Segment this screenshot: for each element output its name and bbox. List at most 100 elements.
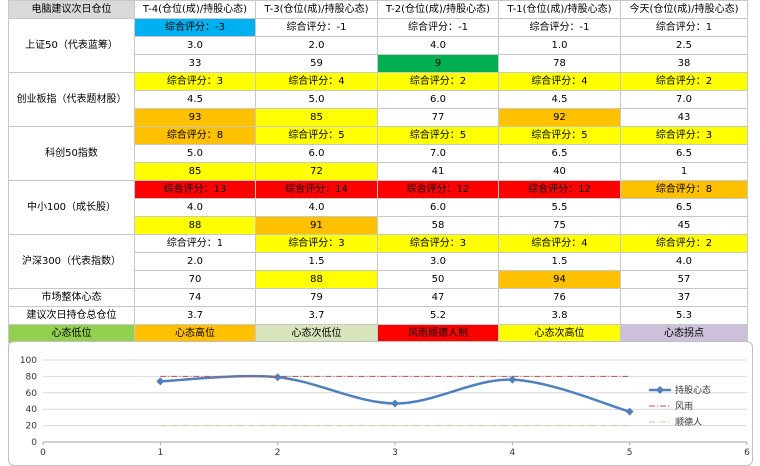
position-cell[interactable]: 6.5	[498, 144, 621, 163]
status-legend-cell[interactable]: 风雨顺德人制	[377, 324, 499, 343]
index-name-cell[interactable]: 科创50指数	[8, 126, 135, 181]
mood-cell[interactable]: 91	[255, 216, 378, 235]
position-cell[interactable]: 5.0	[134, 144, 256, 163]
mood-cell[interactable]: 85	[134, 162, 256, 181]
mood-cell[interactable]: 94	[498, 270, 621, 289]
mood-cell[interactable]: 77	[377, 108, 499, 127]
market-mood-cell[interactable]: 79	[255, 288, 378, 307]
score-cell[interactable]: 综合评分：1	[134, 234, 256, 253]
mood-cell[interactable]: 88	[134, 216, 256, 235]
position-cell[interactable]: 2.5	[620, 36, 748, 55]
score-cell[interactable]: 综合评分：1	[620, 18, 748, 37]
mood-cell[interactable]: 72	[255, 162, 378, 181]
position-cell[interactable]: 4.5	[134, 90, 256, 109]
total-position-cell[interactable]: 3.7	[255, 306, 378, 325]
market-mood-label[interactable]: 市场整体心态	[8, 288, 135, 307]
status-legend-cell[interactable]: 心态拐点	[620, 324, 748, 343]
mood-cell[interactable]: 78	[498, 54, 621, 73]
score-cell[interactable]: 综合评分：13	[134, 180, 256, 199]
status-legend-cell[interactable]: 心态低位	[8, 324, 135, 343]
market-mood-cell[interactable]: 76	[498, 288, 621, 307]
position-cell[interactable]: 7.0	[620, 90, 748, 109]
position-cell[interactable]: 6.5	[620, 198, 748, 217]
position-cell[interactable]: 6.0	[377, 90, 499, 109]
position-cell[interactable]: 1.5	[255, 252, 378, 271]
total-position-label[interactable]: 建议次日持仓总仓位	[8, 306, 135, 325]
position-cell[interactable]: 2.0	[134, 252, 256, 271]
mood-cell[interactable]: 85	[255, 108, 378, 127]
position-cell[interactable]: 3.0	[134, 36, 256, 55]
status-legend-cell[interactable]: 心态次低位	[255, 324, 378, 343]
mood-cell[interactable]: 75	[498, 216, 621, 235]
score-cell[interactable]: 综合评分：5	[377, 126, 499, 145]
score-cell[interactable]: 综合评分：5	[498, 126, 621, 145]
mood-cell[interactable]: 38	[620, 54, 748, 73]
mood-cell[interactable]: 58	[377, 216, 499, 235]
position-cell[interactable]: 4.0	[377, 36, 499, 55]
position-cell[interactable]: 1.5	[498, 252, 621, 271]
score-cell[interactable]: 综合评分：8	[620, 180, 748, 199]
position-cell[interactable]: 5.0	[255, 90, 378, 109]
position-cell[interactable]: 6.0	[377, 198, 499, 217]
mood-cell[interactable]: 92	[498, 108, 621, 127]
position-cell[interactable]: 4.0	[620, 252, 748, 271]
position-cell[interactable]: 4.5	[498, 90, 621, 109]
mood-cell[interactable]: 9	[377, 54, 499, 73]
position-cell[interactable]: 4.0	[255, 198, 378, 217]
market-mood-cell[interactable]: 47	[377, 288, 499, 307]
column-header[interactable]: T-1(仓位(成)/持股心态)	[498, 0, 621, 19]
total-position-cell[interactable]: 5.3	[620, 306, 748, 325]
score-cell[interactable]: 综合评分：2	[620, 72, 748, 91]
status-legend-cell[interactable]: 心态次高位	[498, 324, 621, 343]
position-cell[interactable]: 7.0	[377, 144, 499, 163]
column-header[interactable]: T-4(仓位(成)/持股心态)	[134, 0, 256, 19]
score-cell[interactable]: 综合评分：14	[255, 180, 378, 199]
index-name-cell[interactable]: 中小100（成长股）	[8, 180, 135, 235]
column-header[interactable]: T-2(仓位(成)/持股心态)	[377, 0, 499, 19]
score-cell[interactable]: 综合评分：3	[255, 234, 378, 253]
score-cell[interactable]: 综合评分：3	[134, 72, 256, 91]
index-name-cell[interactable]: 沪深300（代表指数）	[8, 234, 135, 289]
mood-cell[interactable]: 88	[255, 270, 378, 289]
total-position-cell[interactable]: 3.7	[134, 306, 256, 325]
score-cell[interactable]: 综合评分：-1	[377, 18, 499, 37]
position-cell[interactable]: 2.0	[255, 36, 378, 55]
score-cell[interactable]: 综合评分：4	[255, 72, 378, 91]
mood-cell[interactable]: 70	[134, 270, 256, 289]
position-cell[interactable]: 6.5	[620, 144, 748, 163]
total-position-cell[interactable]: 5.2	[377, 306, 499, 325]
mood-cell[interactable]: 93	[134, 108, 256, 127]
score-cell[interactable]: 综合评分：-1	[498, 18, 621, 37]
index-name-cell[interactable]: 创业板指（代表题材股）	[8, 72, 135, 127]
score-cell[interactable]: 综合评分：2	[377, 72, 499, 91]
column-header[interactable]: 今天(仓位(成)/持股心态)	[620, 0, 748, 19]
table-corner-label[interactable]: 电脑建议次日仓位	[8, 0, 135, 19]
position-cell[interactable]: 5.5	[498, 198, 621, 217]
score-cell[interactable]: 综合评分：12	[377, 180, 499, 199]
position-cell[interactable]: 4.0	[134, 198, 256, 217]
index-name-cell[interactable]: 上证50（代表蓝筹）	[8, 18, 135, 73]
position-cell[interactable]: 1.0	[498, 36, 621, 55]
mood-cell[interactable]: 1	[620, 162, 748, 181]
market-mood-cell[interactable]: 74	[134, 288, 256, 307]
score-cell[interactable]: 综合评分：2	[620, 234, 748, 253]
mood-cell[interactable]: 50	[377, 270, 499, 289]
mood-cell[interactable]: 43	[620, 108, 748, 127]
mood-cell[interactable]: 33	[134, 54, 256, 73]
score-cell[interactable]: 综合评分：3	[620, 126, 748, 145]
score-cell[interactable]: 综合评分：-3	[134, 18, 256, 37]
mood-cell[interactable]: 59	[255, 54, 378, 73]
score-cell[interactable]: 综合评分：-1	[255, 18, 378, 37]
mood-cell[interactable]: 45	[620, 216, 748, 235]
score-cell[interactable]: 综合评分：4	[498, 72, 621, 91]
score-cell[interactable]: 综合评分：4	[498, 234, 621, 253]
column-header[interactable]: T-3(仓位(成)/持股心态)	[255, 0, 378, 19]
score-cell[interactable]: 综合评分：5	[255, 126, 378, 145]
market-mood-cell[interactable]: 37	[620, 288, 748, 307]
mood-cell[interactable]: 57	[620, 270, 748, 289]
score-cell[interactable]: 综合评分：12	[498, 180, 621, 199]
score-cell[interactable]: 综合评分：3	[377, 234, 499, 253]
mood-cell[interactable]: 40	[498, 162, 621, 181]
status-legend-cell[interactable]: 心态高位	[134, 324, 256, 343]
mood-cell[interactable]: 41	[377, 162, 499, 181]
